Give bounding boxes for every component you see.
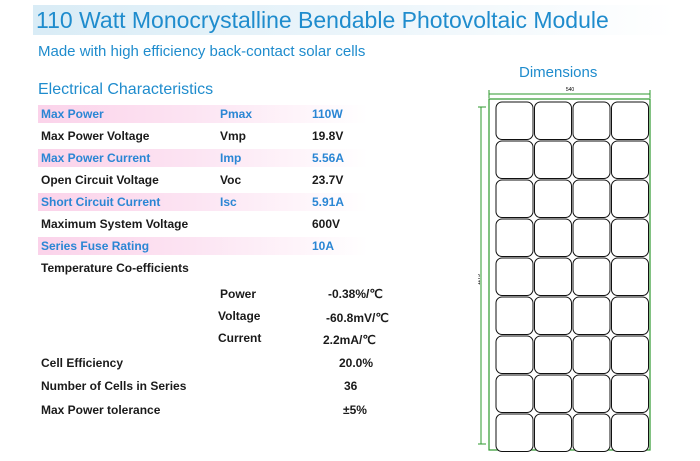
cell-grid [495,101,649,452]
page-title: 110 Watt Monocrystalline Bendable Photov… [33,5,676,35]
other-spec-label: Number of Cells in Series [41,379,187,393]
solar-cell [611,257,649,296]
solar-cell [572,374,611,413]
solar-cell [611,218,649,257]
spec-value: 110W [312,107,343,121]
temp-coeff-label: Voltage [218,309,261,323]
solar-cell [611,179,649,218]
subtitle: Made with high efficiency back-contact s… [38,43,366,60]
spec-label: Maximum System Voltage [41,217,189,231]
spec-value: 5.91A [312,195,345,209]
solar-cell [495,140,534,179]
solar-cell [495,101,534,140]
solar-cell [534,296,572,335]
solar-cell [495,218,534,257]
solar-cell [611,413,649,452]
section-title-electrical: Electrical Characteristics [38,81,214,98]
other-spec-label: Max Power tolerance [41,403,161,417]
spec-symbol: Vmp [220,129,247,143]
spec-value: 600V [312,217,341,231]
solar-cell [611,335,649,374]
other-spec-value: 36 [344,379,358,393]
spec-value: 5.56A [312,151,345,165]
spec-row: Series Fuse Rating 10A [38,237,368,255]
solar-cell [611,140,649,179]
temp-coeff-value: 2.2mA/℃ [323,333,376,347]
solar-cell [534,179,572,218]
spec-label: Max Power Current [41,151,151,165]
spec-label: Open Circuit Voltage [41,173,159,187]
spec-label: Max Power [41,107,104,121]
solar-cell [495,296,534,335]
solar-cell [611,101,649,140]
solar-cell [534,218,572,257]
solar-cell [534,335,572,374]
spec-label: Series Fuse Rating [41,239,150,253]
spec-label: Max Power Voltage [41,129,150,143]
solar-cell [495,413,534,452]
solar-cell [572,218,611,257]
temp-coeff-title: Temperature Co-efficients [41,261,189,275]
solar-cell [572,179,611,218]
spec-row: Short Circuit Current Isc 5.91A [38,193,368,211]
solar-cell [572,101,611,140]
temp-coeff-label: Power [220,287,257,301]
solar-cell [611,296,649,335]
solar-cell [534,413,572,452]
solar-cell [572,335,611,374]
solar-cell [534,140,572,179]
other-spec-value: 20.0% [339,356,374,370]
solar-cell [572,413,611,452]
width-label: 540 [566,87,575,93]
height-label: 1175 [478,274,482,285]
solar-cell [534,257,572,296]
other-spec-value: ±5% [343,403,367,417]
spec-symbol: Voc [220,173,242,187]
solar-cell [534,101,572,140]
temp-coeff-value: -60.8mV/℃ [326,311,389,325]
spec-row: Max Power Pmax 110W [38,105,368,123]
solar-cell [495,335,534,374]
solar-cell [495,257,534,296]
spec-value: 23.7V [312,173,344,187]
dimension-diagram: 540 1175 [476,80,678,456]
spec-symbol: Imp [220,151,242,165]
spec-symbol: Pmax [220,107,253,121]
spec-value: 10A [312,239,335,253]
dimensions-title: Dimensions [519,64,598,81]
spec-symbol: Isc [220,195,237,209]
solar-cell [534,374,572,413]
temp-coeff-value: -0.38%/℃ [328,287,383,301]
solar-cell [572,296,611,335]
other-spec-label: Cell Efficiency [41,356,124,370]
spec-label: Short Circuit Current [41,195,161,209]
spec-value: 19.8V [312,129,344,143]
temp-coeff-label: Current [218,331,262,345]
solar-cell [572,140,611,179]
solar-cell [572,257,611,296]
solar-cell [611,374,649,413]
solar-cell [495,179,534,218]
solar-cell [495,374,534,413]
spec-row: Max Power Current Imp 5.56A [38,149,368,167]
panel-drawing: 540 1175 [476,87,651,452]
